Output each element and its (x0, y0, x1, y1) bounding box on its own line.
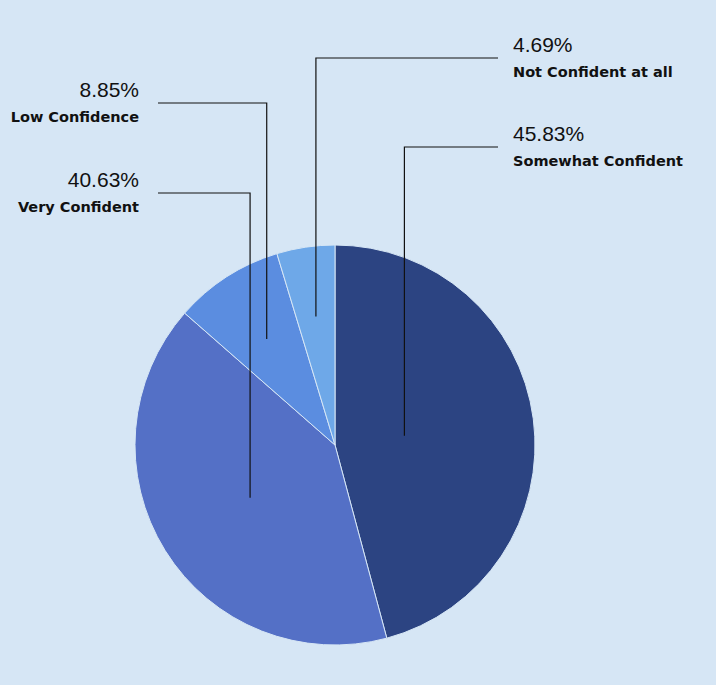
labels: 45.83% Somewhat Confident 40.63% Very Confi… (11, 33, 683, 498)
pie-slice (277, 245, 335, 445)
category-label: Somewhat Confident (513, 153, 683, 169)
category-label: Low Confidence (11, 109, 139, 125)
leader-line (158, 103, 267, 339)
chart: 45.83% Somewhat Confident 40.63% Very Confi… (0, 0, 716, 685)
leader-line (316, 58, 498, 316)
leader-line (404, 147, 498, 436)
pie (135, 245, 535, 645)
category-label: Not Confident at all (513, 64, 673, 80)
leader-line (158, 193, 250, 498)
value-label: 8.85% (79, 78, 139, 101)
category-label: Very Confident (18, 199, 139, 215)
value-label: 40.63% (68, 168, 139, 191)
value-label: 4.69% (513, 33, 573, 56)
value-label: 45.83% (513, 122, 584, 145)
background (0, 0, 716, 685)
